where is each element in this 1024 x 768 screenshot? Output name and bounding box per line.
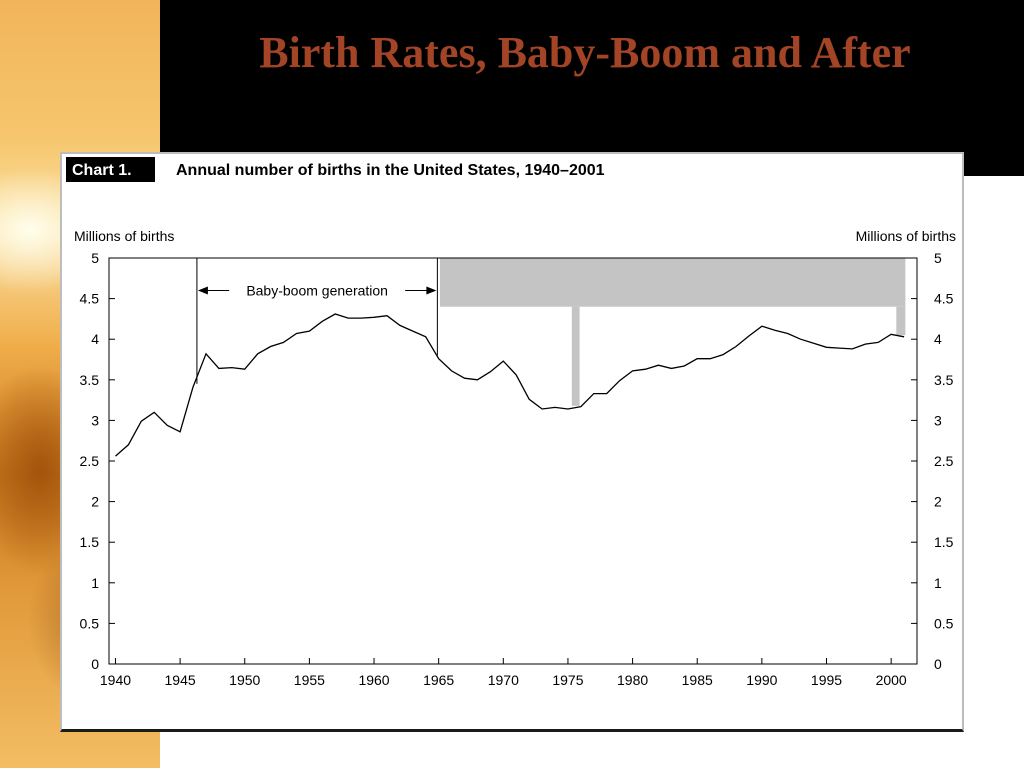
arrowhead-left bbox=[197, 286, 208, 295]
y-axis-label-right: Millions of births bbox=[856, 228, 956, 244]
y-tick-label-right-7: 3.5 bbox=[934, 372, 954, 388]
series-line-births bbox=[115, 313, 905, 457]
y-tick-label-right-10: 5 bbox=[934, 250, 942, 266]
plot-area-frame bbox=[108, 257, 918, 665]
y-tick-label-right-0: 0 bbox=[934, 656, 942, 672]
shaded-region-1 bbox=[439, 258, 906, 307]
arrowhead-right bbox=[426, 286, 437, 295]
y-tick-label-right-2: 1 bbox=[934, 575, 942, 591]
births-chart: Chart 1. Annual number of births in the … bbox=[66, 157, 956, 688]
y-tick-label-left-9: 4.5 bbox=[80, 291, 100, 307]
x-tick-label-1985: 1985 bbox=[682, 672, 713, 688]
y-tick-label-left-6: 3 bbox=[91, 412, 99, 428]
y-tick-label-right-5: 2.5 bbox=[934, 453, 954, 469]
y-tick-label-right-8: 4 bbox=[934, 331, 942, 347]
x-tick-label-1940: 1940 bbox=[100, 672, 131, 688]
x-tick-label-1975: 1975 bbox=[552, 672, 583, 688]
y-tick-label-left-3: 1.5 bbox=[80, 534, 100, 550]
y-tick-label-left-2: 1 bbox=[91, 575, 99, 591]
x-tick-label-1960: 1960 bbox=[358, 672, 389, 688]
x-tick-label-1970: 1970 bbox=[488, 672, 519, 688]
y-tick-label-left-0: 0 bbox=[91, 656, 99, 672]
y-tick-label-right-3: 1.5 bbox=[934, 534, 954, 550]
shaded-region-3 bbox=[896, 306, 906, 336]
x-tick-label-1955: 1955 bbox=[294, 672, 325, 688]
x-tick-label-1990: 1990 bbox=[746, 672, 777, 688]
y-tick-label-right-9: 4.5 bbox=[934, 291, 954, 307]
x-tick-label-1980: 1980 bbox=[617, 672, 648, 688]
x-tick-label-1950: 1950 bbox=[229, 672, 260, 688]
chart-label-box bbox=[66, 157, 155, 182]
title-bar bbox=[160, 0, 1024, 176]
x-tick-label-1965: 1965 bbox=[423, 672, 454, 688]
y-tick-label-left-7: 3.5 bbox=[80, 372, 100, 388]
y-tick-label-left-4: 2 bbox=[91, 494, 99, 510]
chart-title: Annual number of births in the United St… bbox=[176, 162, 605, 179]
y-tick-label-right-4: 2 bbox=[934, 494, 942, 510]
y-tick-label-left-8: 4 bbox=[91, 331, 99, 347]
shaded-region-2 bbox=[571, 306, 580, 406]
y-tick-label-left-5: 2.5 bbox=[80, 453, 100, 469]
slide-title: Birth Rates, Baby-Boom and After bbox=[259, 28, 911, 77]
x-tick-label-1945: 1945 bbox=[165, 672, 196, 688]
y-tick-label-left-1: 0.5 bbox=[80, 615, 100, 631]
baby-boom-annotation: Baby-boom generation bbox=[246, 282, 388, 298]
y-tick-label-left-10: 5 bbox=[91, 250, 99, 266]
x-tick-label-2000: 2000 bbox=[876, 672, 907, 688]
y-axis-label-left: Millions of births bbox=[74, 228, 174, 244]
y-tick-label-right-6: 3 bbox=[934, 412, 942, 428]
chart-panel: Chart 1. Annual number of births in the … bbox=[60, 152, 964, 732]
chart-label: Chart 1. bbox=[72, 162, 132, 179]
y-tick-label-right-1: 0.5 bbox=[934, 615, 954, 631]
x-tick-label-1995: 1995 bbox=[811, 672, 842, 688]
